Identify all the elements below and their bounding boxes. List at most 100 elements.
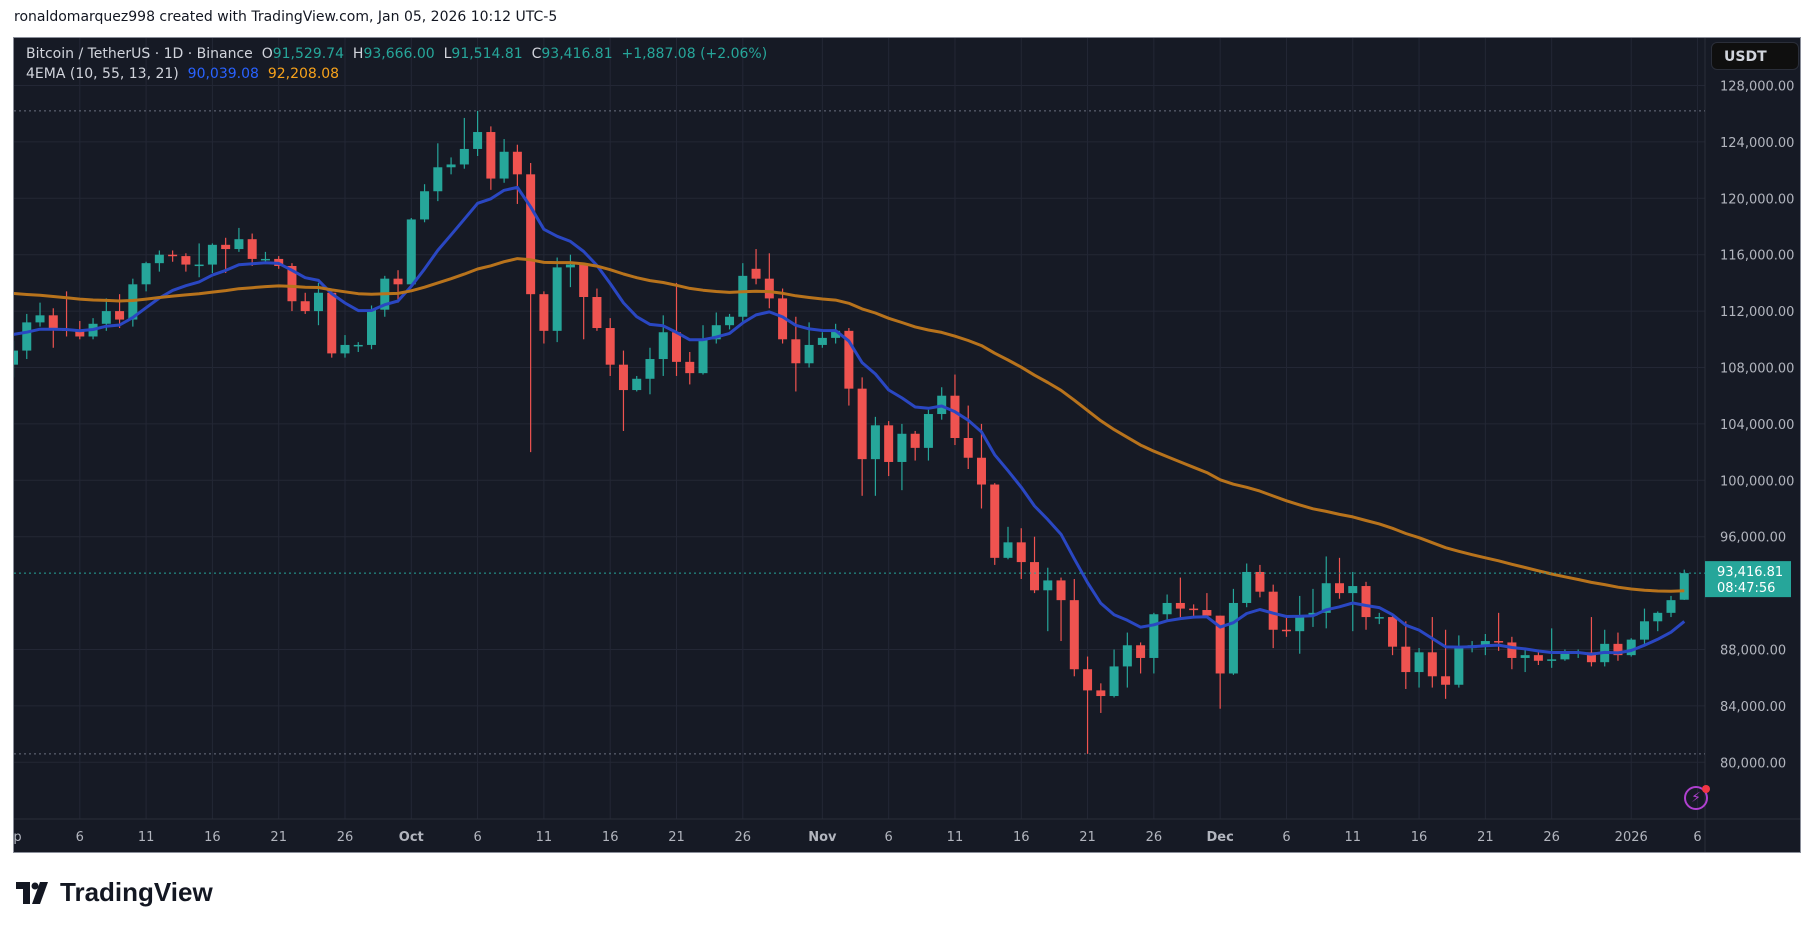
price-axis-label: 128,000.00 [1720, 80, 1794, 95]
candle [367, 305, 377, 350]
candle [499, 139, 509, 183]
candle [1295, 595, 1305, 654]
time-axis-label: 11 [1344, 830, 1361, 845]
time-axis-label: Oct [399, 830, 424, 845]
candle-body [154, 254, 164, 264]
candle [950, 374, 960, 446]
candle-body [115, 311, 125, 320]
candle [300, 292, 310, 314]
candle-body [473, 132, 483, 149]
candle-body [685, 361, 695, 374]
candle-body [1030, 562, 1040, 591]
candle-body [1653, 612, 1663, 622]
candle-body [1122, 645, 1132, 667]
indicator-title[interactable]: 4EMA (10, 55, 13, 21) [26, 66, 179, 82]
time-axis-label: 21 [1079, 830, 1096, 845]
candle-body [300, 301, 310, 312]
candle [645, 347, 655, 395]
candle [923, 409, 933, 461]
candle-body [817, 337, 827, 345]
candlestick-chart[interactable]: 128,000.00 124,000.00 120,000.00 116,000.00… [14, 38, 1801, 853]
candle-body [327, 292, 337, 354]
symbol-title[interactable]: Bitcoin / TetherUS · 1D · Binance [26, 46, 253, 62]
candle [459, 117, 469, 169]
candle [764, 253, 774, 309]
time-axis-label: 16 [1411, 830, 1428, 845]
candle [247, 233, 257, 266]
candle [194, 243, 204, 278]
candle [1679, 569, 1689, 600]
time-axis-label: ep [14, 830, 22, 845]
last-price-label: 93,416.81 [1717, 565, 1783, 580]
candle [1626, 638, 1636, 657]
candle-body [738, 275, 748, 317]
candle-body [1016, 542, 1026, 563]
price-axis-label: 96,000.00 [1720, 531, 1786, 546]
close-value: 93,416.81 [541, 46, 613, 62]
candle-body [75, 330, 85, 337]
price-axis-label: 116,000.00 [1720, 249, 1794, 264]
candle-body [990, 484, 1000, 558]
candle-body [725, 316, 735, 326]
chart-frame[interactable]: 128,000.00 124,000.00 120,000.00 116,000.00… [13, 37, 1801, 853]
time-axis-label: 6 [473, 830, 481, 845]
candle-body [963, 438, 973, 458]
candle [260, 251, 270, 262]
candle [817, 332, 827, 348]
candle-body [658, 332, 668, 360]
candle-body [857, 388, 867, 460]
candle [512, 144, 522, 204]
candle [1401, 621, 1411, 689]
time-axis-label: 6 [1282, 830, 1290, 845]
currency-button[interactable]: USDT [1711, 42, 1799, 70]
candle [327, 291, 337, 358]
price-axis-label: 84,000.00 [1720, 700, 1786, 715]
candle [433, 143, 443, 202]
candle-body [1639, 621, 1649, 640]
candle-body [1480, 641, 1490, 646]
candle [1653, 611, 1663, 632]
candle [1083, 656, 1093, 754]
candle [446, 157, 456, 175]
price-axis-label: 120,000.00 [1720, 192, 1794, 207]
candle [725, 313, 735, 330]
candle [1096, 683, 1106, 713]
attribution-text: ronaldomarquez998 created with TradingVi… [14, 9, 558, 25]
candle [1056, 577, 1066, 642]
candle-body [1162, 602, 1172, 615]
candle-body [207, 244, 217, 265]
change-value: +1,887.08 (+2.06%) [621, 46, 768, 62]
candle-body [459, 148, 469, 165]
candle-body [804, 344, 814, 364]
candle-body [1679, 573, 1689, 600]
candle-body [1255, 571, 1265, 592]
candle [1109, 649, 1119, 698]
price-axis-label: 100,000.00 [1720, 474, 1794, 489]
candle-body [605, 328, 615, 365]
time-axis-label: Nov [808, 830, 837, 845]
candle [1281, 617, 1291, 637]
time-axis-label: 21 [1477, 830, 1494, 845]
candle-body [1626, 639, 1636, 656]
candle [340, 335, 350, 358]
candle-body [1414, 652, 1424, 673]
candle-body [831, 330, 841, 338]
time-axis-label: 6 [885, 830, 893, 845]
candle [1454, 635, 1464, 688]
candle-body [539, 294, 549, 331]
time-axis-label: 11 [947, 830, 964, 845]
candle [1215, 615, 1225, 709]
time-axis-label: 21 [270, 830, 287, 845]
candle-body [1520, 655, 1530, 658]
candle-body [1242, 571, 1252, 603]
candle [473, 110, 483, 156]
candle-body [234, 239, 244, 250]
candle-body [406, 219, 416, 285]
candle-body [221, 244, 231, 250]
time-axis-label: 26 [735, 830, 752, 845]
tradingview-logo: TradingView [16, 877, 213, 908]
bar-countdown: 08:47:56 [1717, 581, 1775, 596]
candle-body [1494, 641, 1504, 643]
candle-body [1295, 615, 1305, 632]
lightning-alert-icon[interactable]: ⚡ [1684, 785, 1710, 810]
